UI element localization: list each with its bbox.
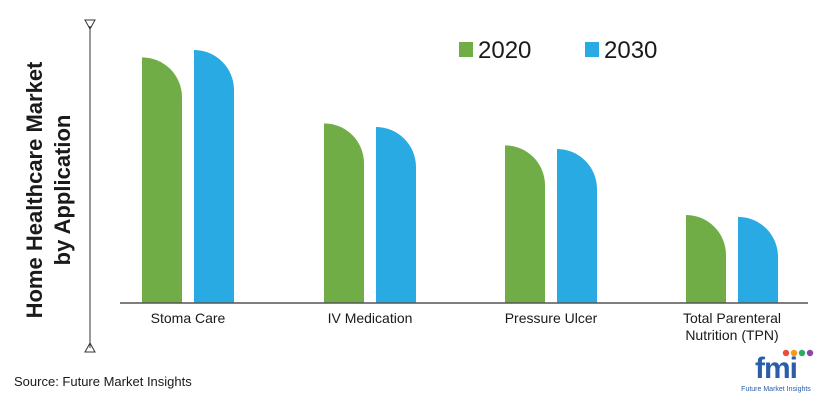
y-axis-label: Home Healthcare Market by Application — [22, 61, 75, 318]
bar-2030-1 — [194, 50, 234, 303]
bar-2020-4 — [686, 215, 726, 303]
bar-2020-3 — [505, 145, 545, 303]
y-axis-label-line-1: Home Healthcare Market — [22, 61, 47, 318]
logo-text: fmi — [755, 352, 798, 385]
logo-dot-4 — [806, 349, 814, 357]
x-axis: Stoma Care IV Medication Pressure Ulcer Tot… — [120, 302, 808, 343]
legend-label-2020: 2020 — [478, 37, 531, 64]
logo-dot-3 — [798, 349, 806, 357]
x-tick-label-4: Total Parenteral Nutrition (TPN) — [683, 310, 781, 343]
source-note: Source: Future Market Insights — [14, 374, 192, 389]
legend: 2020 2030 — [459, 37, 657, 64]
logo-subtitle: Future Market Insights — [741, 386, 811, 393]
y-axis-top-arrow-icon — [84, 19, 96, 31]
x-tick-label-1: Stoma Care — [151, 310, 226, 326]
bar-2030-2 — [376, 127, 416, 303]
y-axis-label-line-2: by Application — [50, 115, 75, 266]
logo-dot-2 — [790, 349, 798, 357]
fmi-logo: fmi Future Market Insights — [738, 348, 814, 398]
bar-2020-2 — [324, 123, 364, 303]
x-tick-label-3: Pressure Ulcer — [505, 310, 598, 326]
legend-label-2030: 2030 — [604, 37, 657, 64]
x-tick-label-2: IV Medication — [328, 310, 413, 326]
legend-swatch-2020 — [459, 42, 473, 57]
bar-2020-1 — [142, 57, 182, 304]
logo-dots-icon — [782, 349, 814, 357]
y-axis — [84, 19, 96, 353]
bar-2030-3 — [557, 149, 597, 303]
legend-swatch-2030 — [585, 42, 599, 57]
bar-2030-4 — [738, 216, 778, 303]
y-axis-bottom-arrow-icon — [84, 341, 96, 353]
bars — [142, 50, 778, 304]
logo-dot-1 — [782, 349, 790, 357]
